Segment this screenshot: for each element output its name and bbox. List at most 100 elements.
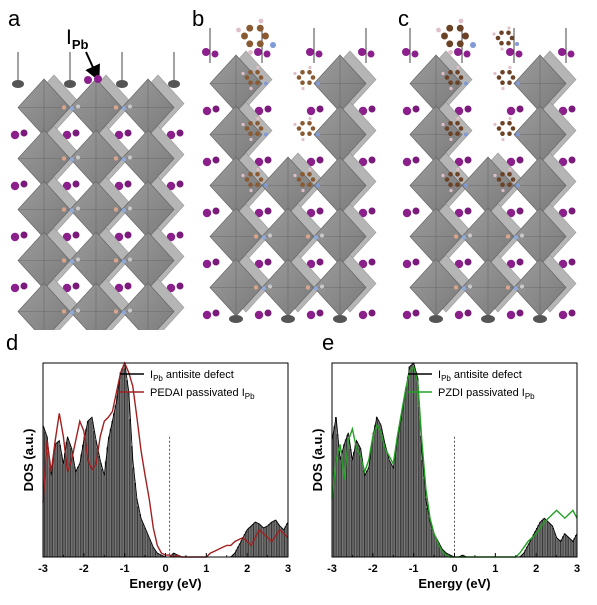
hydrogen-atom xyxy=(293,173,297,178)
dos-bar xyxy=(80,454,82,558)
hydrogen-atom xyxy=(441,71,445,76)
carbon-atom xyxy=(248,121,253,126)
dos-bar xyxy=(545,520,548,558)
cation-atom xyxy=(253,234,259,239)
dos-bar xyxy=(367,467,370,558)
hydrogen-atom xyxy=(449,137,453,142)
nitrogen-atom xyxy=(470,42,476,48)
dos-bar xyxy=(70,448,73,558)
dos-bar xyxy=(382,436,385,558)
iodine-atom xyxy=(306,157,316,167)
iodine-atom xyxy=(306,259,316,269)
carbon-atom xyxy=(496,75,502,80)
dos-bar xyxy=(562,536,564,558)
dos-bar xyxy=(424,498,427,558)
dos-bar xyxy=(388,461,391,558)
hydrogen-atom xyxy=(241,122,245,127)
x-tick-label: -3 xyxy=(38,563,48,575)
dos-bar xyxy=(364,473,367,558)
iodine-atom xyxy=(264,207,272,215)
carbon-atom xyxy=(307,172,312,177)
carbon-atom xyxy=(300,80,305,85)
lead-atom xyxy=(12,80,24,88)
nitrogen-atom xyxy=(516,183,520,188)
iodine-atom xyxy=(464,105,472,113)
iodine-atom xyxy=(463,50,471,58)
carbon-atom xyxy=(510,177,516,182)
hydrogen-atom xyxy=(241,173,245,178)
iodine-atom xyxy=(166,232,176,242)
x-tick-label: 2 xyxy=(533,563,539,575)
x-tick-label: -1 xyxy=(409,563,419,575)
iodine-atom xyxy=(464,309,472,317)
legend-label-defect-d: IPb antisite defect xyxy=(150,369,234,383)
antisite-iodine-atom xyxy=(84,76,92,84)
dos-bar xyxy=(380,428,383,558)
dos-bar xyxy=(410,365,412,558)
hydrogen-atom xyxy=(308,116,312,121)
iodine-atom xyxy=(202,310,212,320)
legend-d: IPb antisite defect PEDAI passivated IPb xyxy=(120,369,255,401)
iodine-atom xyxy=(176,129,184,137)
carbon-atom xyxy=(500,172,505,177)
nitrogen-atom xyxy=(264,132,268,137)
hydrogen-atom xyxy=(456,65,460,70)
carbon-atom xyxy=(448,182,453,187)
x-ticks-e: -3 -2 -1 0 1 2 3 xyxy=(327,553,580,575)
iodine-atom xyxy=(454,106,464,116)
iodine-atom xyxy=(20,231,28,239)
iodine-atom xyxy=(124,282,132,290)
carbon-atom xyxy=(444,75,450,80)
iodine-atom xyxy=(568,156,576,164)
dos-bar xyxy=(67,438,69,558)
carbon-atom xyxy=(244,75,250,80)
ipb-annotation: IPb xyxy=(66,26,88,52)
iodine-atom xyxy=(368,309,376,317)
dos-bar xyxy=(124,368,127,558)
dos-bar xyxy=(44,431,47,558)
dos-bar xyxy=(93,431,96,558)
dos-bar xyxy=(103,475,105,558)
x-tick-label: -1 xyxy=(120,563,130,575)
iodine-atom xyxy=(20,282,28,290)
dos-bar xyxy=(547,521,550,558)
iodine-atom xyxy=(367,50,375,58)
dos-bar xyxy=(357,445,360,558)
hydrogen-atom xyxy=(456,167,460,172)
iodine-atom xyxy=(254,48,262,56)
nitrogen-atom xyxy=(516,132,520,137)
dos-bar xyxy=(52,456,55,558)
carbon-atom xyxy=(255,131,260,136)
dos-bar xyxy=(555,537,558,558)
nitrogen-atom xyxy=(515,42,519,46)
dos-bar xyxy=(400,417,402,558)
carbon-atom xyxy=(506,40,511,46)
iodine-atom xyxy=(412,156,420,164)
carbon-atom xyxy=(248,182,253,187)
dos-bar xyxy=(98,455,100,558)
carbon-atom xyxy=(500,70,505,75)
x-tick-label: -2 xyxy=(79,563,89,575)
dos-bars-d xyxy=(42,361,289,558)
structure-a xyxy=(10,52,185,330)
iodine-atom xyxy=(558,208,568,218)
carbon-atom xyxy=(300,70,305,75)
carbon-atom xyxy=(296,126,302,131)
iodine-atom xyxy=(506,259,516,269)
carbon-atom xyxy=(458,75,464,80)
iodine-atom xyxy=(62,130,72,140)
carbon-atom xyxy=(307,70,312,75)
dos-bar xyxy=(421,459,424,558)
dos-bar xyxy=(403,396,406,558)
dos-bar xyxy=(117,384,120,558)
iodine-atom xyxy=(412,207,420,215)
dos-bar xyxy=(351,459,353,558)
hydrogen-atom xyxy=(256,116,260,121)
carbon-atom xyxy=(455,131,460,136)
iodine-atom xyxy=(402,106,412,116)
dos-bar xyxy=(57,441,60,558)
dos-bar xyxy=(86,421,89,558)
iodine-atom xyxy=(264,105,272,113)
dos-bar xyxy=(142,523,145,558)
carbon-atom xyxy=(246,40,254,48)
